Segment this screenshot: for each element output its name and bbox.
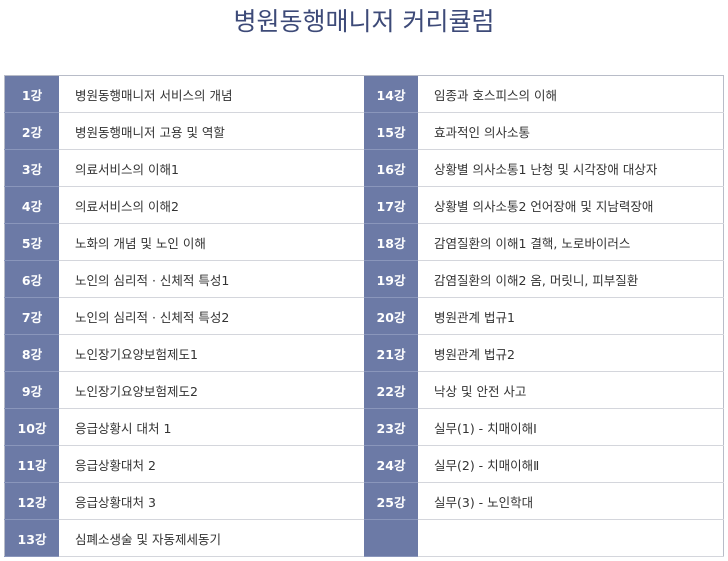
lesson-number: 21강 — [364, 334, 418, 372]
lesson-name: 감염질환의 이해2 옴, 머릿니, 피부질환 — [418, 260, 724, 298]
table-row: 12강 응급상황대처 3 25강 실무(3) - 노인학대 — [4, 482, 724, 520]
lesson-name: 감염질환의 이해1 결핵, 노로바이러스 — [418, 223, 724, 261]
lesson-name: 병원관계 법규1 — [418, 297, 724, 335]
lesson-number: 15강 — [364, 112, 418, 150]
lesson-name: 심폐소생술 및 자동제세동기 — [59, 519, 364, 557]
lesson-number: 23강 — [364, 408, 418, 446]
lesson-name: 실무(2) - 치매이해Ⅱ — [418, 445, 724, 483]
table-row: 1강 병원동행매니저 서비스의 개념 14강 임종과 호스피스의 이해 — [4, 75, 724, 113]
lesson-name: 낙상 및 안전 사고 — [418, 371, 724, 409]
curriculum-table: 1강 병원동행매니저 서비스의 개념 14강 임종과 호스피스의 이해 2강 병원동행매니… — [4, 75, 724, 557]
lesson-name: 노화의 개념 및 노인 이해 — [59, 223, 364, 261]
lesson-name: 노인장기요양보험제도1 — [59, 334, 364, 372]
lesson-number: 25강 — [364, 482, 418, 520]
lesson-number: 12강 — [4, 482, 59, 520]
table-row: 13강 심폐소생술 및 자동제세동기 — [4, 519, 724, 557]
lesson-name: 노인의 심리적 · 신체적 특성2 — [59, 297, 364, 335]
table-row: 6강 노인의 심리적 · 신체적 특성1 19강 감염질환의 이해2 옴, 머릿니, … — [4, 260, 724, 298]
lesson-number: 8강 — [4, 334, 59, 372]
lesson-name: 의료서비스의 이해2 — [59, 186, 364, 224]
table-row: 2강 병원동행매니저 고용 및 역할 15강 효과적인 의사소통 — [4, 112, 724, 150]
lesson-number: 22강 — [364, 371, 418, 409]
table-row: 5강 노화의 개념 및 노인 이해 18강 감염질환의 이해1 결핵, 노로바이러스 — [4, 223, 724, 261]
table-row: 7강 노인의 심리적 · 신체적 특성2 20강 병원관계 법규1 — [4, 297, 724, 335]
lesson-name: 효과적인 의사소통 — [418, 112, 724, 150]
lesson-number: 20강 — [364, 297, 418, 335]
lesson-number: 5강 — [4, 223, 59, 261]
lesson-name: 의료서비스의 이해1 — [59, 149, 364, 187]
lesson-name: 임종과 호스피스의 이해 — [418, 75, 724, 113]
lesson-name: 실무(1) - 치매이해Ⅰ — [418, 408, 724, 446]
lesson-number: 17강 — [364, 186, 418, 224]
lesson-name — [418, 519, 724, 557]
lesson-name: 병원동행매니저 고용 및 역할 — [59, 112, 364, 150]
lesson-name: 노인장기요양보험제도2 — [59, 371, 364, 409]
lesson-number: 11강 — [4, 445, 59, 483]
lesson-name: 노인의 심리적 · 신체적 특성1 — [59, 260, 364, 298]
lesson-number: 2강 — [4, 112, 59, 150]
lesson-number: 19강 — [364, 260, 418, 298]
lesson-number: 18강 — [364, 223, 418, 261]
lesson-name: 상황별 의사소통2 언어장애 및 지남력장애 — [418, 186, 724, 224]
page-title: 병원동행매니저 커리큘럼 — [233, 7, 495, 36]
lesson-name: 응급상황대처 3 — [59, 482, 364, 520]
lesson-number — [364, 519, 418, 557]
lesson-name: 상황별 의사소통1 난청 및 시각장애 대상자 — [418, 149, 724, 187]
lesson-number: 1강 — [4, 75, 59, 113]
lesson-number: 14강 — [364, 75, 418, 113]
table-row: 10강 응급상황시 대처 1 23강 실무(1) - 치매이해Ⅰ — [4, 408, 724, 446]
lesson-number: 13강 — [4, 519, 59, 557]
lesson-name: 응급상황시 대처 1 — [59, 408, 364, 446]
lesson-number: 24강 — [364, 445, 418, 483]
lesson-number: 16강 — [364, 149, 418, 187]
lesson-name: 병원동행매니저 서비스의 개념 — [59, 75, 364, 113]
table-row: 9강 노인장기요양보험제도2 22강 낙상 및 안전 사고 — [4, 371, 724, 409]
lesson-name: 실무(3) - 노인학대 — [418, 482, 724, 520]
table-row: 11강 응급상황대처 2 24강 실무(2) - 치매이해Ⅱ — [4, 445, 724, 483]
table-row: 8강 노인장기요양보험제도1 21강 병원관계 법규2 — [4, 334, 724, 372]
lesson-number: 3강 — [4, 149, 59, 187]
lesson-name: 응급상황대처 2 — [59, 445, 364, 483]
lesson-number: 10강 — [4, 408, 59, 446]
table-row: 3강 의료서비스의 이해1 16강 상황별 의사소통1 난청 및 시각장애 대상자 — [4, 149, 724, 187]
lesson-number: 4강 — [4, 186, 59, 224]
lesson-number: 9강 — [4, 371, 59, 409]
lesson-number: 7강 — [4, 297, 59, 335]
lesson-name: 병원관계 법규2 — [418, 334, 724, 372]
table-row: 4강 의료서비스의 이해2 17강 상황별 의사소통2 언어장애 및 지남력장애 — [4, 186, 724, 224]
lesson-number: 6강 — [4, 260, 59, 298]
